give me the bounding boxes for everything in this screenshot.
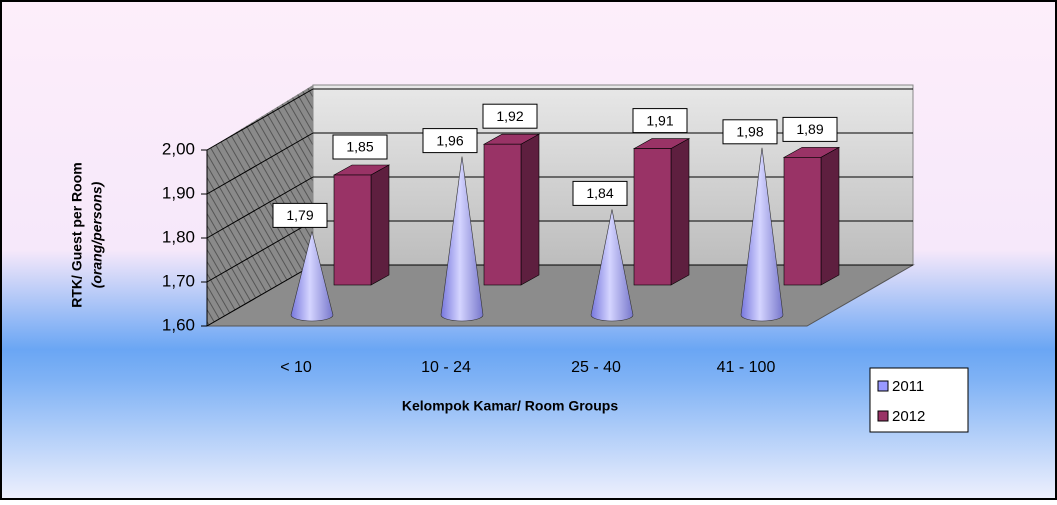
value-label: 1,91 — [646, 112, 673, 128]
value-label-box — [782, 116, 838, 142]
x-tick-label: 41 - 100 — [717, 359, 776, 376]
x-tick-label: 10 - 24 — [421, 359, 471, 376]
value-label: 1,98 — [736, 124, 763, 140]
y-tick-label: 1,90 — [162, 183, 195, 202]
grid-line — [206, 132, 314, 195]
y-axis-title: (orang/persons) — [89, 181, 105, 288]
grid-line — [206, 264, 314, 327]
value-label-box — [272, 202, 328, 228]
bar-front — [633, 148, 672, 286]
value-label-box — [332, 134, 388, 160]
bar-front — [333, 174, 372, 286]
value-label: 1,92 — [496, 108, 523, 124]
bar — [332, 164, 391, 286]
y-axis-title: RTK/ Guest per Room — [69, 162, 85, 307]
bar-side — [820, 146, 840, 286]
grid-line — [206, 88, 314, 151]
y-tick-label: 1,70 — [162, 271, 195, 290]
x-tick-label: < 10 — [280, 359, 312, 376]
bar-side — [520, 133, 540, 286]
x-axis-title: Kelompok Kamar/ Room Groups — [402, 398, 618, 414]
legend-label: 2012 — [892, 408, 925, 425]
value-label: 1,96 — [436, 132, 463, 148]
bar-side — [670, 138, 690, 286]
legend-swatch — [877, 380, 889, 392]
y-tick-label: 2,00 — [162, 139, 195, 158]
grid-line — [206, 176, 314, 239]
value-label: 1,79 — [286, 207, 313, 223]
value-label: 1,85 — [346, 139, 373, 155]
value-label-box — [572, 180, 628, 206]
legend-swatch — [877, 410, 889, 422]
bar-front — [783, 157, 822, 286]
y-tick-label: 1,60 — [162, 315, 195, 334]
cone — [290, 231, 334, 322]
cone — [740, 147, 784, 322]
bar-side — [370, 164, 390, 286]
x-tick-label: 25 - 40 — [571, 359, 621, 376]
value-label: 1,89 — [796, 121, 823, 137]
y-tick-label: 1,80 — [162, 227, 195, 246]
value-label: 1,84 — [586, 185, 613, 201]
left-wall — [207, 85, 313, 326]
grid-line — [206, 220, 314, 283]
value-label-box — [632, 108, 688, 134]
cone — [440, 156, 484, 322]
value-label-box — [722, 119, 778, 145]
value-label-box — [482, 103, 538, 129]
value-label-box — [422, 128, 478, 154]
cone — [590, 209, 634, 322]
bar-front — [483, 143, 522, 286]
bar — [782, 146, 841, 286]
legend-label: 2011 — [892, 378, 924, 395]
bar — [482, 133, 541, 286]
bar — [632, 138, 691, 286]
